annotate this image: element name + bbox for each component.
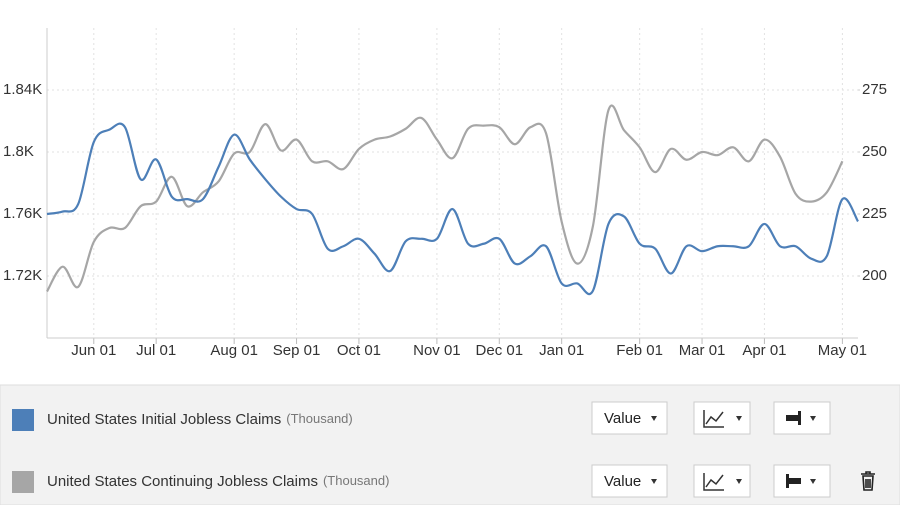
line-icon	[703, 410, 724, 428]
series-line	[46, 122, 859, 296]
x-tick-label: Jan 01	[539, 342, 584, 359]
legend-label: United States Initial Jobless Claims (Tho…	[47, 411, 353, 428]
dropdown-arrow	[810, 479, 816, 484]
axis-icon	[786, 411, 801, 425]
x-tick-label: Feb 01	[616, 342, 663, 359]
x-tick-label: Apr 01	[742, 342, 786, 359]
value-button-label: Value	[604, 473, 641, 490]
dropdown-arrow	[736, 416, 742, 421]
y-tick-label: 1.76K	[3, 205, 42, 222]
legend-label: United States Continuing Jobless Claims (…	[47, 473, 389, 490]
x-tick-label: Dec 01	[476, 342, 524, 359]
plot-area: 1.72K 1.76K 1.8K 1.84K 200 225 250 275 Jun 01 Jul…	[3, 28, 887, 359]
line-icon	[703, 473, 724, 491]
legend-name: United States Initial Jobless Claims	[47, 411, 281, 428]
dropdown-arrow	[810, 416, 816, 421]
y-tick-label: 1.84K	[3, 81, 42, 98]
x-tick-label: Nov 01	[413, 342, 461, 359]
series-line	[46, 104, 844, 293]
y-tick-label: 1.72K	[3, 267, 42, 284]
x-tick-label: Aug 01	[210, 342, 258, 359]
legend-unit: (Thousand)	[286, 411, 352, 426]
legend-swatch	[12, 409, 34, 431]
legend-unit: (Thousand)	[323, 473, 389, 488]
chart-type-button[interactable]	[693, 401, 751, 435]
y2-tick-label: 225	[862, 205, 887, 222]
x-tick-label: Jul 01	[136, 342, 176, 359]
y2-tick-label: 275	[862, 81, 887, 98]
dropdown-arrow	[736, 479, 742, 484]
x-tick-label: Mar 01	[679, 342, 726, 359]
x-tick-label: May 01	[818, 342, 867, 359]
dropdown-arrow	[651, 479, 657, 484]
delete-button[interactable]	[861, 471, 875, 491]
x-tick-label: Sep 01	[273, 342, 321, 359]
series-rows: Value Value United States Initial Jobles…	[12, 401, 875, 498]
axis-icon	[786, 474, 801, 488]
x-tick-label: Jun 01	[71, 342, 116, 359]
legend-name: United States Continuing Jobless Claims	[47, 473, 318, 490]
axis-button[interactable]	[773, 401, 831, 435]
y2-tick-label: 200	[862, 267, 887, 284]
y-tick-label: 1.8K	[3, 143, 34, 160]
trash-icon	[861, 471, 875, 491]
dropdown-arrow	[651, 416, 657, 421]
axis-button[interactable]	[773, 464, 831, 498]
y2-tick-label: 250	[862, 143, 887, 160]
chart-type-button[interactable]	[693, 464, 751, 498]
x-tick-label: Oct 01	[337, 342, 381, 359]
value-button-label: Value	[604, 410, 641, 427]
legend-swatch	[12, 471, 34, 493]
